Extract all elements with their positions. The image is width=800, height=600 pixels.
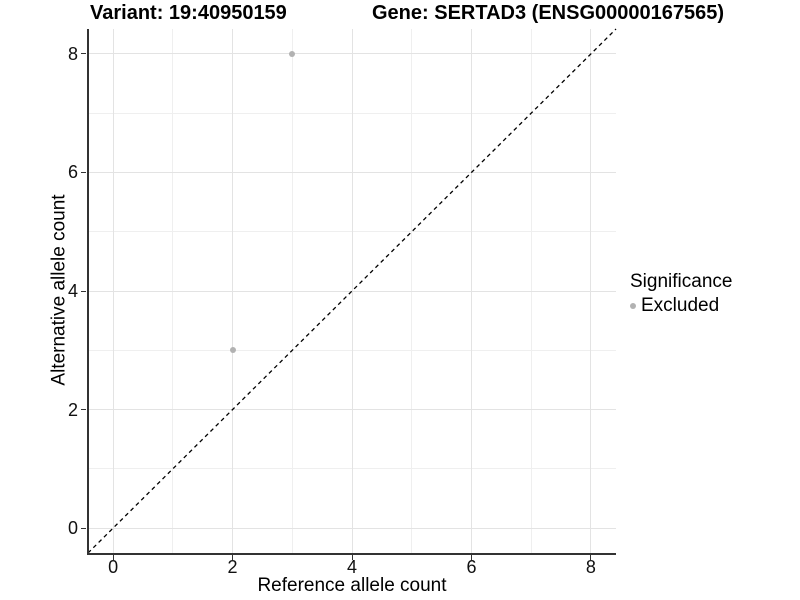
data-point	[289, 50, 296, 57]
y-axis-line	[87, 29, 89, 554]
major-gridline-y	[88, 527, 616, 529]
x-axis-tick	[590, 555, 592, 560]
legend-item-label: Excluded	[641, 295, 720, 316]
x-tick-label: 8	[585, 557, 596, 577]
x-tick-label: 4	[346, 557, 358, 577]
x-axis-tick	[112, 555, 114, 560]
variant-title: Variant: 19:40950159	[90, 2, 287, 24]
major-gridline-y	[88, 53, 616, 55]
legend-items: Excluded	[630, 295, 732, 316]
major-gridline-y	[88, 290, 616, 292]
y-tick-label: 8	[67, 43, 78, 64]
legend-title: Significance	[630, 271, 733, 292]
identity-line	[87, 28, 617, 554]
legend-key-dot	[630, 302, 636, 309]
y-axis-tick	[81, 290, 86, 292]
x-tick-label: 2	[227, 557, 238, 577]
y-axis-tick	[81, 171, 86, 173]
x-tick-label: 0	[108, 557, 119, 577]
gene-title: Gene: SERTAD3 (ENSG00000167565)	[372, 2, 725, 24]
x-axis-line	[87, 553, 616, 555]
x-axis-tick	[351, 555, 353, 560]
y-tick-label: 2	[67, 399, 78, 420]
identity-line-layer	[87, 28, 617, 554]
legend: Significance Excluded	[630, 271, 732, 316]
x-axis-title: Reference allele count	[257, 575, 447, 596]
x-tick-label: 6	[466, 557, 477, 577]
x-axis-tick	[470, 555, 472, 560]
y-tick-label: 4	[67, 281, 78, 301]
y-axis-tick	[81, 53, 86, 55]
y-tick-label: 6	[67, 162, 78, 183]
legend-item: Excluded	[630, 295, 732, 316]
y-axis-tick	[81, 527, 86, 529]
plot-panel	[87, 28, 617, 554]
major-gridline-y	[88, 171, 616, 173]
x-axis-tick	[232, 555, 234, 560]
data-point	[229, 347, 236, 354]
major-gridline-y	[88, 409, 616, 411]
y-axis-tick	[81, 409, 86, 411]
y-tick-label: 0	[67, 518, 78, 539]
